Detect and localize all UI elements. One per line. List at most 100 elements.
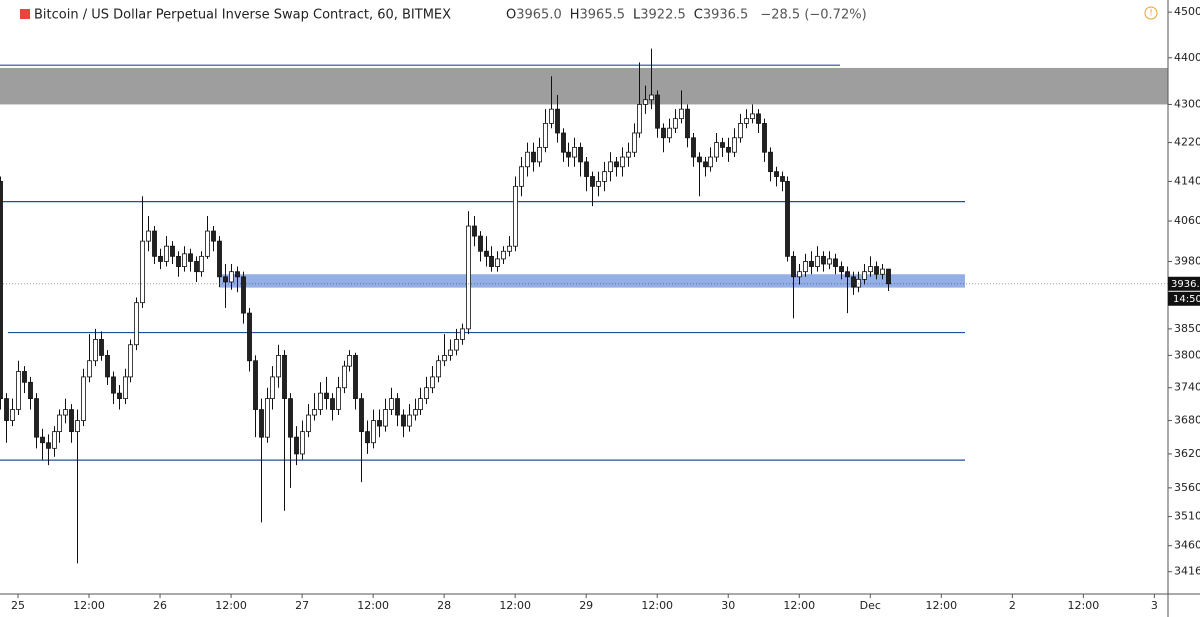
legend-key: O [506, 8, 516, 23]
ohlc-legend: O 3965.0 H 3965.5 L 3922.5 C 3936.5 −28.5 (−0.72… [506, 8, 867, 23]
candle-body [63, 409, 68, 416]
candle-body [46, 442, 51, 449]
y-tick-label: 4500.0 [1174, 5, 1200, 18]
candle-body [0, 181, 3, 400]
candle-body [803, 261, 808, 273]
candle-body [229, 271, 234, 283]
candle-body [442, 355, 447, 362]
candle-body [543, 123, 548, 148]
y-tick-label: 3680.0 [1174, 414, 1200, 427]
candle-body [117, 392, 122, 400]
candle-body [620, 156, 625, 168]
candle-body [478, 235, 483, 252]
candle-body [282, 355, 287, 400]
y-tick-label: 3850.0 [1174, 322, 1200, 335]
candle-body [259, 409, 264, 438]
candle-body [247, 312, 252, 362]
candle-body [590, 176, 595, 187]
candle-body [99, 339, 104, 356]
candle-body [833, 258, 838, 267]
alert-mark: ! [1149, 9, 1153, 19]
alert-icon[interactable] [1144, 6, 1158, 20]
candle-body [336, 387, 341, 410]
legend-change: −28.5 (−0.72%) [760, 8, 866, 23]
y-tick-label: 3416.0 [1174, 565, 1200, 578]
candle-body [726, 146, 731, 153]
candle-body [10, 409, 15, 421]
candle-body [549, 108, 554, 124]
candle-body [839, 266, 844, 273]
x-tick-label: 28 [437, 599, 451, 612]
candle-body [851, 276, 856, 288]
candle-body [815, 255, 820, 267]
candle-body [413, 409, 418, 416]
x-tick-label: 25 [11, 599, 25, 612]
candle-body [199, 255, 204, 273]
candle-body [584, 161, 589, 177]
candle-body [371, 420, 376, 444]
legend-value: 3922.5 [640, 8, 686, 23]
candle-body [182, 253, 187, 267]
candle-body [614, 161, 619, 168]
candle-body [389, 398, 394, 410]
symbol-icon [20, 9, 30, 19]
candle-body [128, 344, 133, 378]
candle-body [436, 360, 441, 378]
candle-body [223, 276, 228, 283]
plot-area [0, 48, 1168, 564]
zone [0, 67, 1168, 105]
candle-body [608, 161, 613, 173]
y-tick-label: 3620.0 [1174, 447, 1200, 460]
candle-body [720, 142, 725, 148]
candle-body [572, 146, 577, 158]
candle-body [738, 123, 743, 139]
y-tick-label: 4140.0 [1174, 174, 1200, 187]
candle-body [661, 127, 666, 139]
candle-body [353, 355, 358, 400]
candle-body [845, 271, 850, 278]
y-tick-label: 4300.0 [1174, 97, 1200, 110]
candle-body [821, 255, 826, 265]
x-tick-label: 12:00 [499, 599, 531, 612]
candle-body [578, 146, 583, 163]
candle-body [359, 398, 364, 433]
candle-body [756, 113, 761, 124]
candle-body [454, 339, 459, 351]
candle-body [217, 240, 222, 278]
candle-body [774, 171, 779, 177]
candle-body [513, 185, 518, 247]
x-tick-label: 30 [721, 599, 735, 612]
y-tick-label: 3740.0 [1174, 381, 1200, 394]
y-tick-label: 4060.0 [1174, 214, 1200, 227]
candle-body [152, 230, 157, 257]
candle-body [93, 339, 98, 362]
x-tick-label: 26 [153, 599, 167, 612]
countdown-label: 14:50 [1173, 294, 1200, 305]
candle-body [57, 414, 62, 433]
candle-body [495, 258, 500, 267]
candle-body [170, 245, 175, 257]
candle-body [40, 436, 45, 444]
candle-body [164, 245, 169, 262]
candle-body [87, 360, 92, 378]
candle-body [377, 420, 382, 427]
candle-body [732, 137, 737, 153]
candle-body [697, 156, 702, 163]
y-tick-label: 3800.0 [1174, 348, 1200, 361]
x-tick-label: 27 [295, 599, 309, 612]
x-tick-label: 29 [579, 599, 593, 612]
candle-body [312, 409, 317, 416]
x-tick-label: 12:00 [215, 599, 247, 612]
zone [220, 274, 965, 288]
candle-body [176, 255, 181, 267]
header-bg [2, 2, 882, 22]
y-tick-label: 4400.0 [1174, 51, 1200, 64]
candle-body [430, 376, 435, 389]
candle-body [762, 123, 767, 153]
candle-body [679, 108, 684, 120]
candle-body [525, 151, 530, 168]
candle-body [140, 240, 145, 304]
candle-body [407, 414, 412, 427]
candle-body [158, 255, 163, 262]
